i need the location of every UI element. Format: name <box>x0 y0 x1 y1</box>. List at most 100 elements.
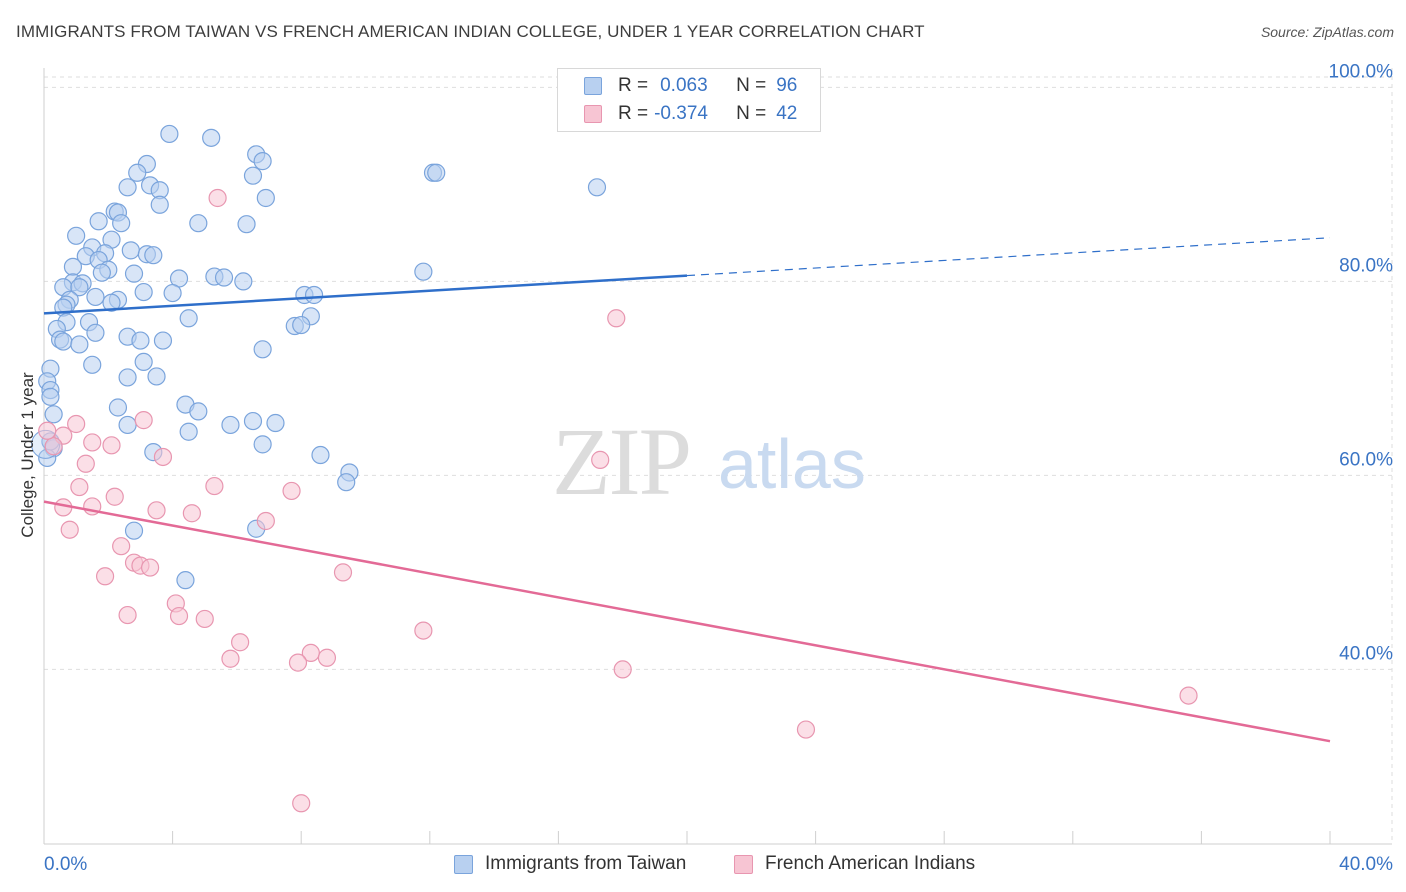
bottom-legend-swatch-pink <box>734 854 753 874</box>
point-taiwan <box>163 283 182 303</box>
point-taiwan <box>134 282 153 302</box>
point-french-american-indian <box>333 563 353 582</box>
point-taiwan <box>70 278 89 297</box>
point-french-american-indian <box>102 436 121 455</box>
point-taiwan <box>128 163 147 182</box>
point-french-american-indian <box>1179 686 1198 705</box>
point-taiwan <box>202 128 221 147</box>
point-french-american-indian <box>83 433 102 452</box>
point-taiwan <box>121 241 140 260</box>
chart-source: Source: ZipAtlas.com <box>1260 24 1394 40</box>
point-french-american-indian <box>208 188 227 208</box>
point-french-american-indian <box>147 501 166 520</box>
point-taiwan <box>253 435 272 454</box>
bottom-legend-swatch-blue <box>454 854 473 874</box>
point-french-american-indian <box>38 421 57 440</box>
point-french-american-indian <box>153 447 173 467</box>
point-french-american-indian <box>140 558 160 577</box>
point-taiwan <box>179 422 198 441</box>
point-taiwan <box>118 178 137 197</box>
watermark-atlas: atlas <box>718 425 866 503</box>
x-tick-label-min: 0.0% <box>44 854 87 875</box>
point-french-american-indian <box>134 411 153 430</box>
watermark-zip: ZIP <box>552 408 690 515</box>
point-taiwan <box>427 163 446 182</box>
point-taiwan <box>234 272 253 291</box>
y-tick-label: 60.0% <box>1339 449 1393 470</box>
point-french-american-indian <box>118 605 137 625</box>
series-taiwan-points <box>31 124 607 590</box>
point-taiwan <box>67 226 86 245</box>
point-taiwan <box>118 368 137 387</box>
point-taiwan <box>144 246 163 265</box>
point-french-american-indian <box>76 454 95 473</box>
point-taiwan <box>189 214 208 233</box>
point-french-american-indian <box>591 450 610 469</box>
point-taiwan <box>266 413 285 433</box>
point-taiwan <box>86 287 105 307</box>
point-taiwan <box>108 398 128 417</box>
point-taiwan <box>189 402 208 421</box>
trend-line-taiwan-extension <box>686 237 1331 277</box>
point-french-american-indian <box>231 633 250 652</box>
point-taiwan <box>124 264 144 283</box>
bottom-legend-taiwan: Immigrants from Taiwan <box>454 852 686 876</box>
point-french-american-indian <box>282 481 301 501</box>
point-french-american-indian <box>607 309 626 328</box>
point-french-american-indian <box>95 567 115 586</box>
point-taiwan <box>54 332 73 351</box>
y-tick-label: 80.0% <box>1339 255 1393 276</box>
point-taiwan <box>102 293 121 312</box>
point-french-american-indian <box>112 537 131 556</box>
legend-n-label: N = <box>736 103 767 124</box>
point-french-american-indian <box>67 414 86 434</box>
point-taiwan <box>89 212 108 231</box>
legend-row-french-american-indian: R = -0.374 N = 42 <box>558 101 797 127</box>
point-taiwan <box>70 335 89 354</box>
legend-swatch-pink <box>584 105 602 123</box>
point-taiwan <box>160 124 179 144</box>
legend-r-value: 0.063 <box>660 75 708 96</box>
point-taiwan <box>292 315 311 335</box>
point-taiwan <box>304 285 324 305</box>
series-french-american-indian-points <box>38 188 1198 813</box>
point-french-american-indian <box>169 606 189 626</box>
point-taiwan <box>256 188 275 208</box>
point-taiwan <box>414 262 433 281</box>
point-taiwan <box>124 521 144 540</box>
x-tick-labels: 0.0% 40.0% <box>44 854 1393 875</box>
point-taiwan <box>150 195 169 214</box>
legend-r-value: -0.374 <box>654 103 708 124</box>
point-french-american-indian <box>70 477 89 497</box>
point-french-american-indian <box>195 609 214 629</box>
point-taiwan <box>253 152 272 171</box>
trend-line-taiwan <box>43 274 688 315</box>
point-french-american-indian <box>288 653 308 672</box>
point-taiwan <box>63 257 83 276</box>
y-tick-labels: 40.0% 60.0% 80.0% 100.0% <box>1329 61 1394 664</box>
point-french-american-indian <box>292 794 311 813</box>
legend-n-value: 42 <box>776 103 798 124</box>
y-axis-title: College, Under 1 year <box>18 372 37 538</box>
point-taiwan <box>253 340 272 359</box>
point-taiwan <box>214 268 234 287</box>
legend-row-taiwan: R = 0.063 N = 96 <box>558 73 797 99</box>
correlation-legend: R = 0.063 N = 96 R = -0.374 N = 42 <box>557 68 821 132</box>
point-french-american-indian <box>205 476 224 496</box>
point-taiwan <box>221 415 240 435</box>
point-taiwan <box>112 214 131 233</box>
bottom-legend-label-french-american-indian: French American Indians <box>765 853 976 874</box>
point-taiwan <box>92 263 111 282</box>
legend-n-label: N = <box>736 75 767 96</box>
point-french-american-indian <box>221 649 240 668</box>
point-taiwan <box>179 309 198 328</box>
point-taiwan <box>118 415 137 435</box>
point-french-american-indian <box>105 487 124 506</box>
point-taiwan <box>176 571 195 590</box>
watermark: ZIP atlas <box>552 408 866 515</box>
point-french-american-indian <box>317 648 337 667</box>
point-french-american-indian <box>44 437 63 456</box>
point-taiwan <box>86 323 105 342</box>
bottom-legend-label-taiwan: Immigrants from Taiwan <box>485 853 687 874</box>
point-french-american-indian <box>256 511 275 531</box>
